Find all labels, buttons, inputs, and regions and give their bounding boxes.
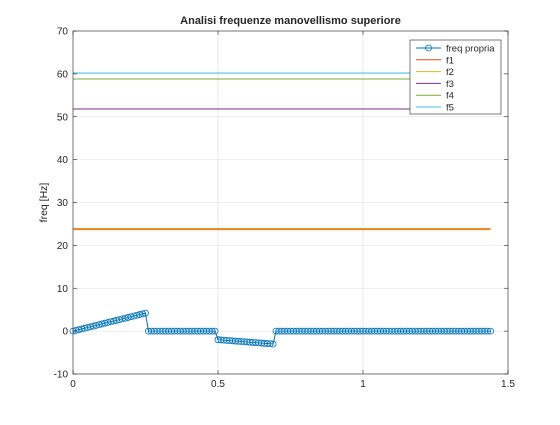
- data-point-marker: [211, 327, 219, 335]
- y-tick-label: 40: [57, 155, 69, 166]
- data-point-marker: [142, 309, 149, 317]
- legend-label: f1: [446, 55, 454, 66]
- legend-label: freq propria: [446, 44, 495, 55]
- x-tick-label: 0.5: [211, 379, 225, 390]
- y-tick-label: 70: [57, 27, 69, 38]
- data-point-marker: [484, 327, 492, 335]
- legend-label: f4: [446, 91, 454, 102]
- y-tick-label: 20: [57, 241, 69, 252]
- y-tick-label: 50: [57, 112, 69, 123]
- data-point-marker: [208, 327, 216, 335]
- legend-label: f3: [446, 79, 454, 90]
- y-tick-label: 30: [57, 198, 69, 209]
- y-tick-label: 60: [57, 69, 69, 80]
- data-point-marker: [269, 340, 277, 348]
- legend-box: [409, 39, 502, 115]
- y-axis-label: freq [Hz]: [38, 183, 50, 223]
- y-tick-label: 10: [57, 284, 69, 295]
- legend-label: f5: [446, 103, 454, 114]
- data-point-marker: [487, 327, 495, 335]
- x-tick-label: 1: [360, 379, 366, 390]
- x-tick-label: 0: [70, 379, 76, 390]
- data-point-marker: [139, 310, 147, 318]
- legend-marker: [425, 44, 432, 52]
- chart-title: Analisi frequenze manovellismo superiore: [180, 15, 401, 27]
- x-tick-label: 1.5: [501, 379, 515, 390]
- legend-label: f2: [446, 67, 454, 78]
- data-point-marker: [266, 340, 274, 348]
- y-tick-label: 0: [62, 327, 68, 338]
- y-tick-label: -10: [54, 370, 69, 381]
